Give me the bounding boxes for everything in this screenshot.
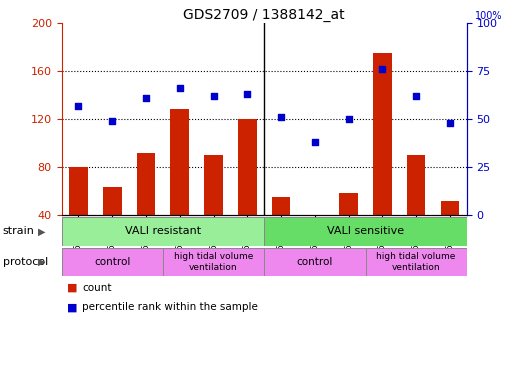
Text: ■: ■ xyxy=(67,302,77,312)
Point xyxy=(277,114,285,120)
Point xyxy=(243,91,251,97)
Bar xyxy=(365,248,467,276)
Bar xyxy=(264,248,365,276)
Point xyxy=(345,116,353,122)
Text: ▶: ▶ xyxy=(38,226,46,237)
Text: control: control xyxy=(94,257,130,267)
Text: protocol: protocol xyxy=(3,257,48,267)
Title: GDS2709 / 1388142_at: GDS2709 / 1388142_at xyxy=(183,8,345,22)
Point xyxy=(412,93,420,99)
Point xyxy=(209,93,218,99)
Bar xyxy=(62,248,163,276)
Text: ▶: ▶ xyxy=(38,257,46,267)
Point xyxy=(311,139,319,145)
Point xyxy=(175,85,184,91)
Bar xyxy=(136,152,155,215)
Bar xyxy=(69,167,88,215)
Bar xyxy=(62,217,264,246)
Bar xyxy=(272,197,290,215)
Bar xyxy=(238,119,256,215)
Bar xyxy=(441,200,459,215)
Bar xyxy=(163,248,264,276)
Text: control: control xyxy=(297,257,333,267)
Text: percentile rank within the sample: percentile rank within the sample xyxy=(82,302,258,312)
Text: VALI resistant: VALI resistant xyxy=(125,226,201,237)
Text: VALI sensitive: VALI sensitive xyxy=(327,226,404,237)
Point xyxy=(142,95,150,101)
Bar xyxy=(339,194,358,215)
Point xyxy=(378,66,386,72)
Text: 100%: 100% xyxy=(475,11,502,21)
Point xyxy=(446,120,454,126)
Text: high tidal volume
ventilation: high tidal volume ventilation xyxy=(174,252,253,272)
Bar xyxy=(103,187,122,215)
Text: count: count xyxy=(82,283,112,293)
Bar xyxy=(264,217,467,246)
Text: high tidal volume
ventilation: high tidal volume ventilation xyxy=(377,252,456,272)
Point xyxy=(74,103,83,109)
Point xyxy=(108,118,116,124)
Bar xyxy=(373,53,392,215)
Bar xyxy=(407,155,425,215)
Bar xyxy=(170,109,189,215)
Bar xyxy=(204,155,223,215)
Text: strain: strain xyxy=(3,226,34,237)
Text: ■: ■ xyxy=(67,283,77,293)
